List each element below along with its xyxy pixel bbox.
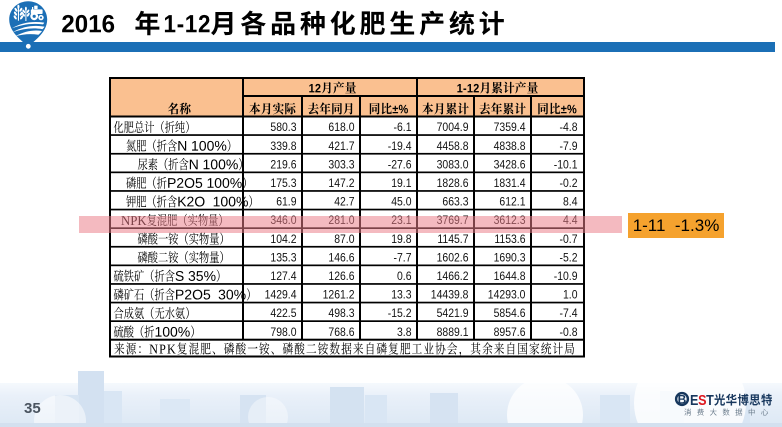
svg-text:-15.2: -15.2 — [388, 308, 412, 321]
svg-text:-4.8: -4.8 — [560, 122, 578, 135]
svg-text:104.2: 104.2 — [270, 233, 296, 246]
svg-text:5854.6: 5854.6 — [494, 308, 526, 321]
svg-text:7004.9: 7004.9 — [437, 122, 469, 135]
svg-text:303.3: 303.3 — [328, 159, 354, 172]
svg-text:-0.2: -0.2 — [560, 177, 578, 190]
svg-text:3083.0: 3083.0 — [437, 159, 469, 172]
svg-text:3.8: 3.8 — [397, 326, 412, 339]
svg-text:1828.6: 1828.6 — [437, 177, 469, 190]
svg-text:14439.8: 14439.8 — [431, 289, 469, 302]
svg-text:798.0: 798.0 — [270, 326, 296, 339]
svg-text:422.5: 422.5 — [270, 308, 296, 321]
svg-text:1429.4: 1429.4 — [265, 289, 297, 302]
svg-text:-7.7: -7.7 — [394, 252, 412, 265]
svg-text:45.0: 45.0 — [391, 196, 411, 209]
svg-text:1466.2: 1466.2 — [437, 270, 469, 283]
svg-text:EST: EST — [690, 391, 714, 408]
svg-text:768.6: 768.6 — [328, 326, 354, 339]
svg-text:13.3: 13.3 — [391, 289, 411, 302]
svg-text:-19.4: -19.4 — [388, 140, 412, 153]
svg-text:175.3: 175.3 — [270, 177, 296, 190]
svg-text:8.4: 8.4 — [563, 196, 578, 209]
svg-text:146.6: 146.6 — [328, 252, 354, 265]
svg-text:663.3: 663.3 — [442, 196, 468, 209]
svg-text:127.4: 127.4 — [270, 270, 296, 283]
svg-text:498.3: 498.3 — [328, 308, 354, 321]
svg-text:1690.3: 1690.3 — [494, 252, 526, 265]
svg-text:4458.8: 4458.8 — [437, 140, 469, 153]
svg-text:5421.9: 5421.9 — [437, 308, 469, 321]
svg-text:19.8: 19.8 — [391, 233, 411, 246]
svg-text:580.3: 580.3 — [270, 122, 296, 135]
svg-text:1.0: 1.0 — [563, 289, 578, 302]
svg-text:61.9: 61.9 — [276, 196, 296, 209]
svg-text:421.7: 421.7 — [328, 140, 354, 153]
svg-text:8957.6: 8957.6 — [494, 326, 526, 339]
svg-text:1153.6: 1153.6 — [494, 233, 525, 246]
svg-text:-27.6: -27.6 — [388, 159, 412, 172]
svg-text:-0.8: -0.8 — [560, 326, 578, 339]
svg-text:1644.8: 1644.8 — [494, 270, 526, 283]
svg-text:8889.1: 8889.1 — [437, 326, 469, 339]
svg-text:-5.2: -5.2 — [560, 252, 578, 265]
svg-text:-10.1: -10.1 — [554, 159, 578, 172]
svg-text:42.7: 42.7 — [334, 196, 354, 209]
svg-text:7359.4: 7359.4 — [494, 122, 526, 135]
svg-text:612.1: 612.1 — [499, 196, 525, 209]
svg-text:1145.7: 1145.7 — [437, 233, 468, 246]
svg-text:87.0: 87.0 — [334, 233, 354, 246]
svg-text:126.6: 126.6 — [328, 270, 354, 283]
svg-text:147.2: 147.2 — [328, 177, 354, 190]
svg-text:3428.6: 3428.6 — [494, 159, 526, 172]
svg-text:-0.7: -0.7 — [560, 233, 578, 246]
svg-text:-7.9: -7.9 — [560, 140, 578, 153]
svg-text:1602.6: 1602.6 — [437, 252, 469, 265]
svg-text:19.1: 19.1 — [391, 177, 411, 190]
svg-text:-10.9: -10.9 — [554, 270, 578, 283]
svg-text:-6.1: -6.1 — [394, 122, 412, 135]
svg-text:0.6: 0.6 — [397, 270, 412, 283]
svg-text:1261.2: 1261.2 — [323, 289, 355, 302]
svg-text:-7.4: -7.4 — [560, 308, 578, 321]
svg-text:14293.0: 14293.0 — [488, 289, 526, 302]
svg-text:135.3: 135.3 — [270, 252, 296, 265]
svg-text:219.6: 219.6 — [270, 159, 296, 172]
svg-text:4838.8: 4838.8 — [494, 140, 526, 153]
svg-text:1831.4: 1831.4 — [494, 177, 526, 190]
svg-text:B: B — [678, 392, 687, 406]
svg-text:339.8: 339.8 — [270, 140, 296, 153]
svg-text:618.0: 618.0 — [328, 122, 354, 135]
